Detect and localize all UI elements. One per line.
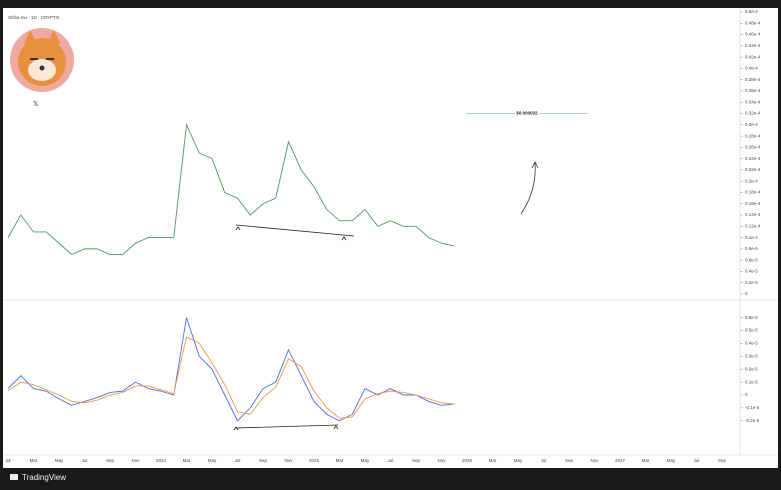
trend-line: [235, 224, 355, 237]
x-tick-label: 23: [5, 458, 11, 463]
brand-icon: [10, 474, 18, 480]
y-tick-label: 0.36e-4: [745, 88, 761, 93]
y-tick-label: 0.48e-4: [745, 20, 761, 25]
x-tick-label: Jul: [235, 458, 241, 463]
y-tick-label: 0.2e-4: [745, 178, 758, 183]
y-tick-label: 0.38e-4: [745, 77, 761, 82]
x-tick-label: Sep: [259, 458, 268, 463]
x-tick-label: 2026: [462, 458, 473, 463]
y-tick-label: -0.1e-5: [745, 405, 760, 410]
data-line: [7, 123, 455, 256]
y-tick-label: 0.44e-4: [745, 43, 761, 48]
y-tick-label: 0.8e-5: [745, 246, 758, 251]
x-tick-label: Mar: [642, 458, 650, 463]
y-tick-label: 0.4e-4: [745, 66, 758, 71]
x-logo: 𝕏: [33, 100, 39, 108]
y-tick-label: 0.4e-5: [745, 341, 758, 346]
x-tick-label: Nov: [131, 458, 140, 463]
y-tick-label: 0: [745, 392, 748, 397]
y-tick-label: 0.6e-5: [745, 257, 758, 262]
x-tick-label: Mar: [183, 458, 191, 463]
y-tick-label: 0.14e-4: [745, 212, 761, 217]
x-tick-label: 2025: [309, 458, 320, 463]
y-tick-label: 0.1e-4: [745, 235, 758, 240]
logo: [10, 28, 74, 92]
y-tick-label: 0.34e-4: [745, 99, 761, 104]
arrow-head: [531, 161, 539, 169]
y-tick-label: 0.4e-5: [745, 269, 758, 274]
y-tick-label: 0.5e-4: [745, 9, 758, 14]
header-title: Shiba Inu · 1D · CRYPTO: [8, 15, 60, 20]
y-tick-label: 0.3e-4: [745, 122, 758, 127]
x-tick-label: Mar: [30, 458, 38, 463]
x-tick-label: Sep: [106, 458, 115, 463]
y-tick-label: 0: [745, 291, 748, 296]
brand: TradingView: [22, 473, 66, 482]
y-tick-label: 0.6e-5: [745, 315, 758, 320]
x-tick-label: Sep: [718, 458, 727, 463]
chart-background: [3, 8, 778, 468]
y-tick-label: 0.22e-4: [745, 167, 761, 172]
x-tick-label: Jul: [694, 458, 700, 463]
x-tick-label: Jul: [82, 458, 88, 463]
x-tick-label: Sep: [412, 458, 421, 463]
y-tick-label: 0.24e-4: [745, 156, 761, 161]
y-tick-label: 0.2e-5: [745, 280, 758, 285]
x-tick-label: 2024: [156, 458, 167, 463]
x-tick-label: Jul: [541, 458, 547, 463]
x-tick-label: Nov: [284, 458, 293, 463]
x-tick-label: Sep: [565, 458, 574, 463]
y-tick-label: 0.16e-4: [745, 201, 761, 206]
y-tick-label: 0.2e-5: [745, 366, 758, 371]
x-tick-label: 2027: [615, 458, 626, 463]
x-tick-label: May: [208, 458, 217, 463]
y-tick-label: 0.42e-4: [745, 54, 761, 59]
y-tick-label: 0.3e-5: [745, 353, 758, 358]
y-tick-label: 0.18e-4: [745, 190, 761, 195]
x-tick-label: Jul: [388, 458, 394, 463]
y-tick-label: 0.32e-4: [745, 111, 761, 116]
pivot-markers: [233, 226, 347, 431]
x-tick-label: Nov: [437, 458, 446, 463]
target-label: $0.000032: [516, 111, 538, 116]
x-tick-label: May: [361, 458, 370, 463]
y-tick-label: 0.26e-4: [745, 145, 761, 150]
y-tick-label: 0.12e-4: [745, 224, 761, 229]
trend-line: [235, 424, 339, 429]
y-tick-label: 0.46e-4: [745, 32, 761, 37]
x-tick-label: Mar: [489, 458, 497, 463]
x-tick-label: Nov: [590, 458, 599, 463]
y-tick-label: 0.28e-4: [745, 133, 761, 138]
x-tick-label: Mar: [336, 458, 344, 463]
y-tick-label: -0.2e-5: [745, 418, 760, 423]
arrow: [520, 162, 536, 215]
x-tick-label: May: [514, 458, 523, 463]
y-tick-label: 0.1e-5: [745, 379, 758, 384]
x-tick-label: May: [55, 458, 64, 463]
footer-bar: [0, 468, 781, 490]
y-tick-label: 0.5e-5: [745, 328, 758, 333]
data-line: [7, 336, 455, 419]
x-tick-label: May: [667, 458, 676, 463]
